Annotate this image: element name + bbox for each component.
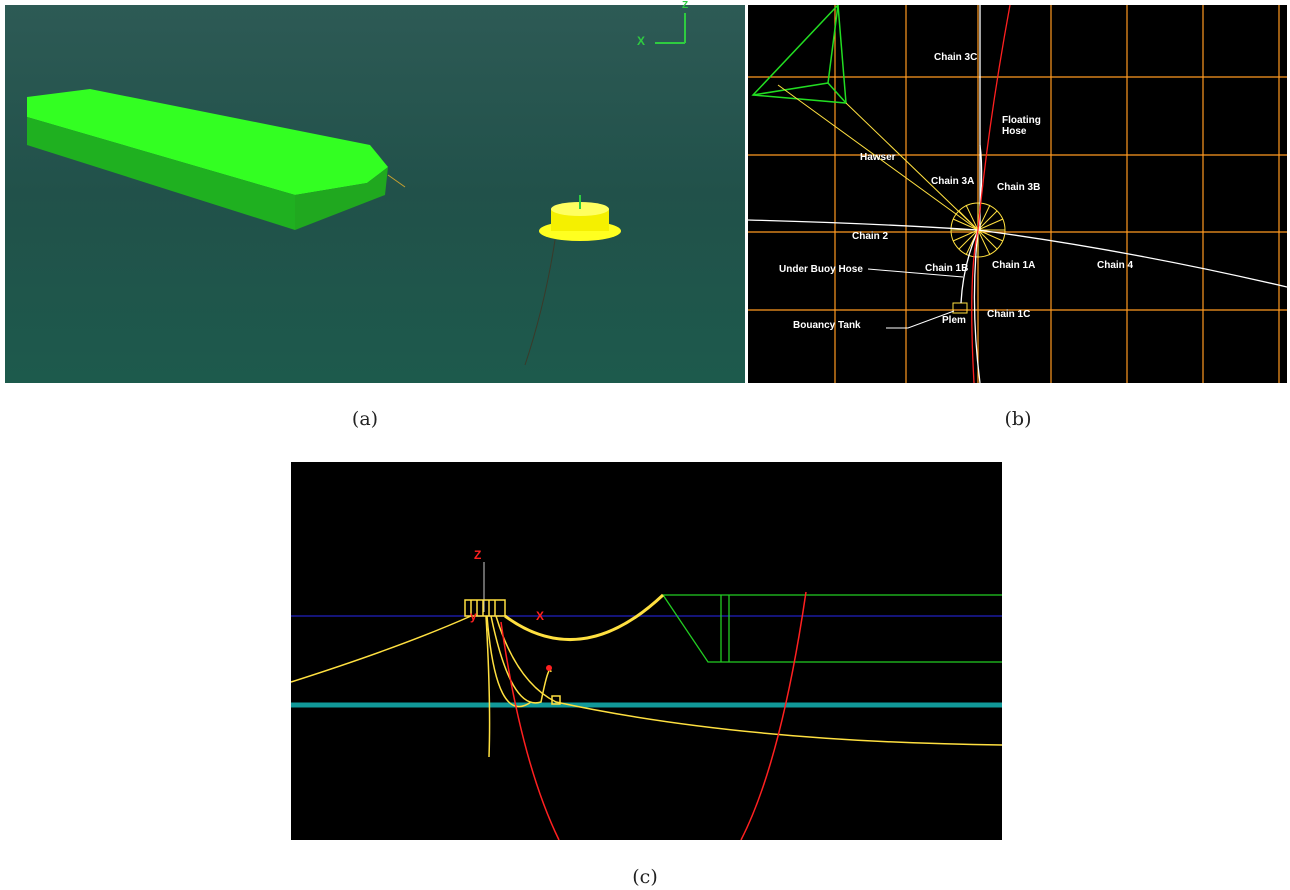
axis-label: X — [637, 34, 645, 48]
annotation: Hawser — [860, 152, 896, 163]
annotation: Plem — [942, 315, 966, 326]
caption: (c) — [632, 866, 657, 888]
panel-a — [5, 5, 745, 383]
annotation: Bouancy Tank — [793, 320, 861, 331]
annotation: Chain 3B — [997, 182, 1040, 193]
caption: (b) — [1005, 408, 1032, 430]
panel-c — [291, 462, 1002, 840]
annotation: Chain 1A — [992, 260, 1035, 271]
annotation: Chain 3A — [931, 176, 974, 187]
axis-label: Z — [474, 548, 481, 562]
figure: X Z (a) Chain 3C Floating Hose Hawser Ch… — [0, 0, 1290, 890]
annotation: Floating Hose — [1002, 115, 1047, 137]
annotation: Chain 1C — [987, 309, 1030, 320]
axis-label: X — [536, 609, 544, 623]
axis-label: Z — [682, 0, 688, 11]
annotation: Chain 3C — [934, 52, 977, 63]
annotation: Chain 1B — [925, 263, 968, 274]
annotation: Under Buoy Hose — [779, 264, 863, 275]
annotation: Chain 4 — [1097, 260, 1133, 271]
axis-label: y — [470, 609, 477, 623]
annotation: Chain 2 — [852, 231, 888, 242]
caption: (a) — [352, 408, 378, 430]
